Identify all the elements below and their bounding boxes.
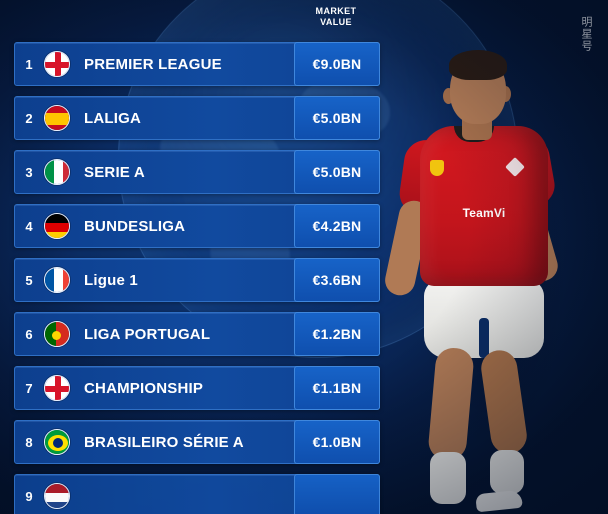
flag-spain-icon [44, 105, 70, 131]
row-league-name: PREMIER LEAGUE [84, 55, 222, 73]
flag-england-icon [44, 51, 70, 77]
flag-england-icon [44, 375, 70, 401]
table-row[interactable]: 1 PREMIER LEAGUE €9.0BN [14, 42, 380, 86]
market-value-column-header: MARKET VALUE [296, 6, 376, 28]
row-rank: 7 [25, 380, 33, 396]
watermark-text: 明星号 [580, 16, 592, 52]
row-market-value: €1.1BN [294, 366, 380, 410]
row-rank: 8 [25, 434, 33, 450]
row-market-value: €3.6BN [294, 258, 380, 302]
table-row[interactable]: 5 Ligue 1 €3.6BN [14, 258, 380, 302]
shirt-sponsor-text: TeamVi [462, 206, 506, 220]
row-market-value: €4.2BN [294, 204, 380, 248]
row-rank: 2 [25, 110, 33, 126]
flag-brazil-icon [44, 429, 70, 455]
flag-portugal-icon [44, 321, 70, 347]
row-market-value: €5.0BN [294, 150, 380, 194]
row-rank: 9 [25, 488, 33, 504]
row-rank: 4 [25, 218, 33, 234]
column-header-line-2: VALUE [320, 17, 352, 27]
row-rank: 3 [25, 164, 33, 180]
row-market-value: €9.0BN [294, 42, 380, 86]
table-row[interactable]: 9 [14, 474, 380, 514]
row-rank: 1 [25, 56, 33, 72]
player-hair [449, 50, 507, 80]
flag-france-icon [44, 267, 70, 293]
row-league-name: LALIGA [84, 109, 142, 127]
flag-germany-icon [44, 213, 70, 239]
player-sock-right [490, 450, 524, 494]
row-market-value [294, 474, 380, 514]
row-league-name: SERIE A [84, 163, 145, 181]
row-league-name: LIGA PORTUGAL [84, 325, 211, 343]
row-league-name: BUNDESLIGA [84, 217, 186, 235]
table-row[interactable]: 7 CHAMPIONSHIP €1.1BN [14, 366, 380, 410]
row-market-value: €1.0BN [294, 420, 380, 464]
table-row[interactable]: 6 LIGA PORTUGAL €1.2BN [14, 312, 380, 356]
table-row[interactable]: 2 LALIGA €5.0BN [14, 96, 380, 140]
row-rank: 6 [25, 326, 33, 342]
table-row[interactable]: 3 SERIE A €5.0BN [14, 150, 380, 194]
row-market-value: €5.0BN [294, 96, 380, 140]
player-photo: TeamVi [358, 0, 608, 514]
row-league-name: Ligue 1 [84, 271, 138, 289]
flag-netherlands-icon [44, 483, 70, 509]
row-league-name: BRASILEIRO SÉRIE A [84, 433, 244, 451]
flag-italy-icon [44, 159, 70, 185]
column-header-line-1: MARKET [315, 6, 357, 16]
table-row[interactable]: 8 BRASILEIRO SÉRIE A €1.0BN [14, 420, 380, 464]
row-rank: 5 [25, 272, 33, 288]
row-market-value: €1.2BN [294, 312, 380, 356]
club-crest-icon [430, 160, 444, 176]
player-shorts-gap [479, 318, 489, 358]
league-table: 1 PREMIER LEAGUE €9.0BN 2 LALIGA €5.0BN … [14, 42, 380, 514]
row-league-name: CHAMPIONSHIP [84, 379, 204, 397]
player-sock-left [430, 452, 466, 504]
table-row[interactable]: 4 BUNDESLIGA €4.2BN [14, 204, 380, 248]
